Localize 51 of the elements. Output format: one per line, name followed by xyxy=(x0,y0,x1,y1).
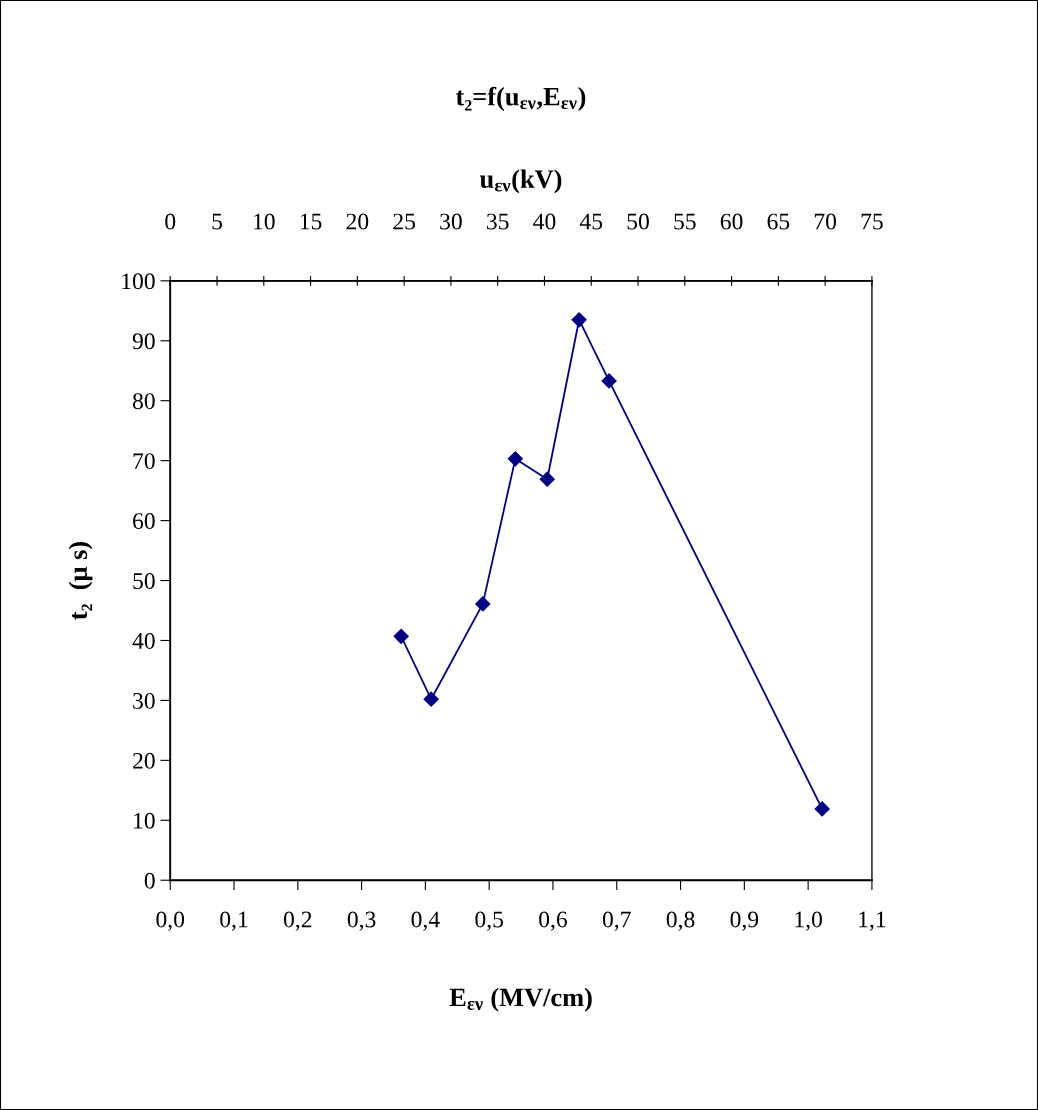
x2-tick-label: 35 xyxy=(487,213,509,230)
x2-tick-label: 40 xyxy=(533,213,556,230)
y-tick-label: 50 xyxy=(133,573,155,589)
y-tick-label: 60 xyxy=(133,513,155,530)
x2-tick-label: 25 xyxy=(393,213,416,230)
y-tick-label: 0 xyxy=(144,872,155,889)
y-tick-label: 10 xyxy=(134,812,155,829)
y-axis-title: t₂ (μ s) xyxy=(68,542,93,620)
point xyxy=(814,801,830,817)
y-tick-label: 70 xyxy=(133,453,155,470)
y-tick-label: 90 xyxy=(132,333,155,350)
x-tick-label: 0,6 xyxy=(539,911,568,931)
x-tick-label: 0,1 xyxy=(220,911,248,931)
x-tick-label: 0,7 xyxy=(602,911,631,931)
x-tick-label: 0,0 xyxy=(156,911,185,931)
x2-tick-label: 10 xyxy=(254,213,275,230)
x2-tick-label: 50 xyxy=(627,213,649,230)
x2-tick-label: 75 xyxy=(861,213,883,230)
x-tick-label: 0,2 xyxy=(283,911,312,931)
y-tick-label: 40 xyxy=(132,632,155,649)
point xyxy=(423,691,439,707)
y-tick-label: 30 xyxy=(133,692,155,709)
point xyxy=(571,312,587,328)
x2-tick-label: 5 xyxy=(212,213,222,230)
x2-tick-label: 30 xyxy=(440,213,462,230)
x2-tick-label: 55 xyxy=(674,213,696,230)
x2-tick-label: 45 xyxy=(579,213,603,230)
x-tick-label: 0,9 xyxy=(730,911,759,931)
y-tick-label: 80 xyxy=(132,393,155,410)
x2-axis-title: u$_{εν}$(kV) xyxy=(479,169,562,194)
chart-title: t₂=f(u$_{εν}$,E$_{εν}$) xyxy=(455,86,586,111)
x-tick-label: 0,4 xyxy=(411,911,440,931)
x2-tick-label: 15 xyxy=(300,213,322,230)
point xyxy=(539,471,555,487)
point xyxy=(393,628,409,644)
x-tick-label: 0,8 xyxy=(666,911,695,931)
x2-tick-label: 60 xyxy=(720,213,743,230)
x2-tick-label: 0 xyxy=(165,213,176,230)
point xyxy=(475,596,491,612)
point xyxy=(601,373,617,389)
x-tick-label: 0,5 xyxy=(475,911,504,931)
point xyxy=(507,451,523,467)
x-tick-label: 1,1 xyxy=(859,911,886,931)
y-tick-label: 100 xyxy=(122,273,155,290)
x2-tick-label: 70 xyxy=(814,213,837,230)
x-tick-label: 0,3 xyxy=(347,911,376,931)
x2-tick-label: 20 xyxy=(346,213,369,230)
x-tick-label: 1,0 xyxy=(795,911,822,931)
x2-tick-label: 65 xyxy=(767,213,790,230)
x-axis-title: E$_{εν}$ (MV/cm) xyxy=(449,987,592,1012)
y-tick-label: 20 xyxy=(133,752,155,769)
